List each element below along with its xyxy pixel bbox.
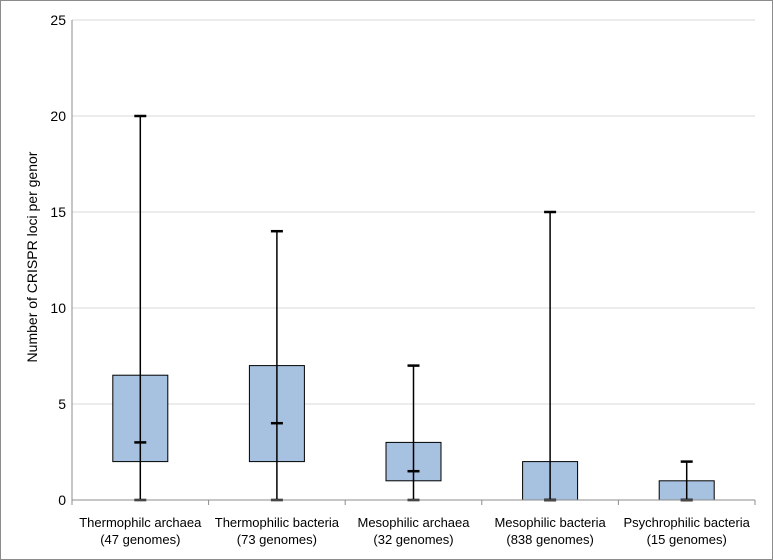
y-tick-label-5: 5 bbox=[58, 396, 66, 412]
box-series bbox=[112, 114, 715, 502]
y-tick-label-15: 15 bbox=[50, 204, 66, 220]
box-3 bbox=[385, 364, 442, 502]
x-category-label-4: Mesophilic bacteria bbox=[494, 515, 606, 530]
x-category-label-5: Psychrophilic bacteria bbox=[623, 515, 750, 530]
x-category-label-3: Mesophilic archaea bbox=[357, 515, 470, 530]
x-category-label-1: Thermophilc archaea bbox=[79, 515, 202, 530]
x-axis-categories: Thermophilc archaea (47 genomes) Thermophi… bbox=[79, 515, 750, 547]
y-tick-label-0: 0 bbox=[58, 492, 66, 508]
x-category-count-3: (32 genomes) bbox=[373, 532, 453, 547]
box-5 bbox=[658, 460, 715, 502]
y-tick-label-20: 20 bbox=[50, 108, 66, 124]
x-category-count-4: (838 genomes) bbox=[506, 532, 593, 547]
box-1 bbox=[112, 114, 169, 502]
gridlines bbox=[72, 19, 755, 405]
x-category-count-2: (73 genomes) bbox=[237, 532, 317, 547]
y-axis-title: Number of CRISPR loci per genor bbox=[24, 151, 40, 362]
x-category-label-2: Thermophilic bacteria bbox=[215, 515, 340, 530]
box-2 bbox=[248, 229, 305, 502]
y-tick-label-10: 10 bbox=[50, 300, 66, 316]
x-category-count-1: (47 genomes) bbox=[100, 532, 180, 547]
x-category-count-5: (15 genomes) bbox=[647, 532, 727, 547]
x-axis bbox=[71, 20, 756, 505]
box-4 bbox=[522, 210, 579, 502]
y-axis-ticks: 0 5 10 15 20 25 bbox=[50, 12, 66, 508]
y-tick-label-25: 25 bbox=[50, 12, 66, 28]
